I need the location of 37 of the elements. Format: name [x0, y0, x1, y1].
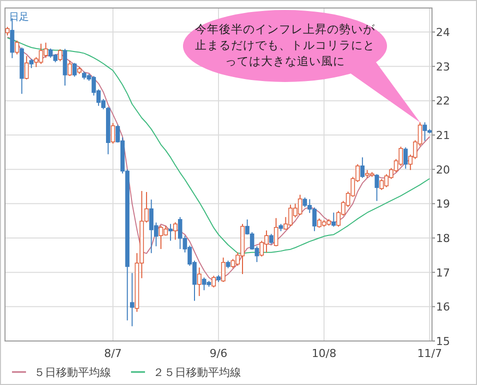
x-tick-label: 9/6 [210, 347, 228, 360]
x-tick-label: 8/7 [104, 347, 122, 360]
candlestick [110, 122, 116, 144]
y-tick-label: 17 [436, 266, 450, 280]
y-tick-label: 21 [436, 129, 450, 142]
x-tick-label: 10/8 [312, 347, 336, 360]
candlestick [360, 156, 365, 178]
y-tick-label: 22 [436, 94, 450, 108]
y-tick-label: 20 [436, 163, 450, 176]
annotation: 日足 [9, 12, 29, 23]
y-tick-label: 24 [436, 26, 450, 40]
candlestick [403, 146, 408, 170]
y-tick-label: 18 [436, 232, 450, 246]
y-tick-label: 23 [436, 60, 450, 74]
y-tick-label: 16 [436, 300, 450, 314]
annotation: 今年後半のインフレ上昇の勢いが止まるだけでも、トルコリラにとっては大きな追い風に [194, 21, 376, 69]
legend-label: ５日移動平均線 [34, 366, 111, 379]
legend-label: ２５日移動平均線 [153, 366, 241, 379]
candlestick [332, 212, 336, 228]
candlestick [130, 272, 134, 327]
candlestick [24, 56, 29, 80]
candlestick [374, 174, 379, 202]
candlestick [274, 218, 278, 247]
candlestick [58, 48, 62, 62]
candlestick [68, 60, 72, 76]
candlestick [168, 223, 173, 242]
y-tick-label: 19 [436, 198, 450, 211]
x-tick-label: 11/7 [417, 347, 442, 360]
candlestick [173, 222, 178, 240]
candlestick [14, 40, 20, 55]
candlestick [212, 275, 216, 288]
candlestick [197, 267, 202, 297]
candlestick [29, 58, 34, 69]
y-tick-label: 15 [436, 335, 450, 348]
candlestick [72, 62, 77, 78]
candlestick [269, 233, 274, 245]
candlestick [221, 257, 226, 282]
